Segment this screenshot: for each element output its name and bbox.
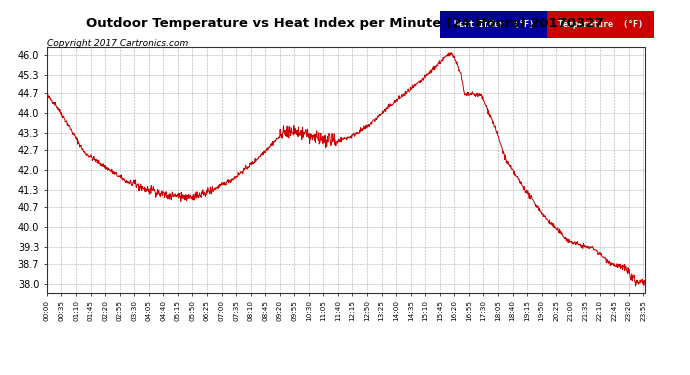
Text: Outdoor Temperature vs Heat Index per Minute (24 Hours) 20170327: Outdoor Temperature vs Heat Index per Mi… (86, 17, 604, 30)
Text: Heat Index  (°F): Heat Index (°F) (454, 20, 533, 29)
Text: Temperature  (°F): Temperature (°F) (558, 20, 643, 29)
Text: Copyright 2017 Cartronics.com: Copyright 2017 Cartronics.com (47, 39, 188, 48)
